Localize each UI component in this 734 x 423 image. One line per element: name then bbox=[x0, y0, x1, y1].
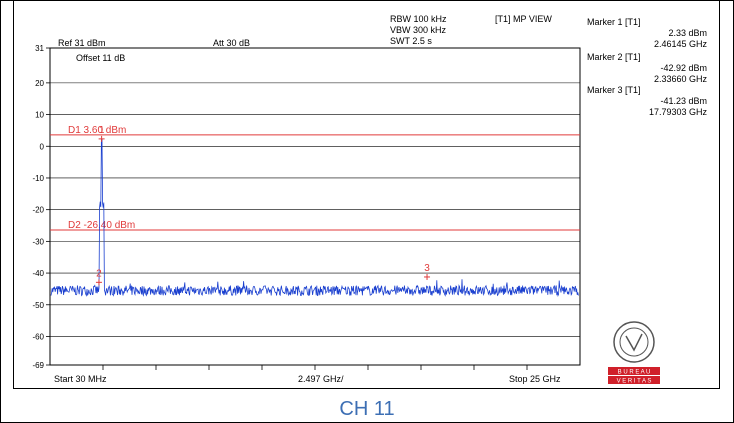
marker-1-title: Marker 1 [T1] bbox=[587, 17, 641, 27]
marker-2-title: Marker 2 [T1] bbox=[587, 52, 641, 62]
y-tick-label: -10 bbox=[32, 174, 44, 183]
chart-grid bbox=[49, 47, 581, 366]
marker-1: 1 bbox=[98, 125, 105, 142]
view-label: [T1] MP VIEW bbox=[495, 14, 552, 24]
display-line-label: D1 3.60 dBm bbox=[68, 125, 126, 136]
y-tick-label: -50 bbox=[32, 301, 44, 310]
y-tick-label: -40 bbox=[32, 269, 44, 278]
marker-3-title: Marker 3 [T1] bbox=[587, 85, 641, 95]
y-tick-label: -69 bbox=[32, 361, 44, 370]
logo-text-top: B U R E A U bbox=[618, 370, 651, 376]
marker-2: 2 bbox=[95, 268, 102, 286]
plot-border bbox=[49, 47, 581, 366]
bureau-veritas-logo: B U R E A U V E R I T A S bbox=[608, 321, 660, 385]
swt-label: SWT 2.5 s bbox=[390, 36, 432, 46]
display-lines: D1 3.60 dBm D2 -26.40 dBm bbox=[50, 125, 580, 231]
marker-label: 1 bbox=[99, 125, 105, 136]
ref-level-label: Ref 31 dBm bbox=[58, 38, 106, 48]
y-tick-label: 31 bbox=[35, 44, 44, 53]
vbw-label: VBW 300 kHz bbox=[390, 25, 447, 35]
logo-text-bottom: V E R I T A S bbox=[617, 379, 652, 385]
marker-points: 1 2 3 bbox=[95, 125, 430, 286]
marker-label: 2 bbox=[96, 268, 102, 279]
span-per-division-label: 2.497 GHz/ bbox=[298, 374, 344, 384]
marker-1-level: 2.33 dBm bbox=[668, 28, 707, 38]
stop-frequency-label: Stop 25 GHz bbox=[509, 374, 561, 384]
y-tick-label: 10 bbox=[35, 111, 44, 120]
marker-3-freq: 17.79303 GHz bbox=[648, 107, 707, 117]
y-tick-label: -30 bbox=[32, 237, 44, 246]
y-tick-label: -20 bbox=[32, 206, 44, 215]
marker-3: 3 bbox=[424, 263, 430, 280]
start-frequency-label: Start 30 MHz bbox=[54, 374, 107, 384]
channel-caption: CH 11 bbox=[339, 398, 395, 420]
rbw-label: RBW 100 kHz bbox=[390, 14, 447, 24]
x-axis bbox=[102, 365, 528, 370]
y-tick-label: 0 bbox=[40, 142, 45, 151]
offset-label: Offset 11 dB bbox=[76, 53, 126, 63]
y-tick-label: 20 bbox=[35, 79, 44, 88]
marker-1-freq: 2.46145 GHz bbox=[653, 39, 707, 49]
analyzer-panel bbox=[13, 1, 720, 389]
marker-2-level: -42.92 dBm bbox=[660, 63, 707, 73]
marker-2-freq: 2.33660 GHz bbox=[653, 74, 707, 84]
y-axis: 31 20 10 0 -10 -20 -30 -40 -50 -60 -69 bbox=[32, 44, 50, 370]
attenuation-label: Att 30 dB bbox=[213, 38, 251, 48]
spectrum-trace bbox=[50, 138, 579, 297]
y-tick-label: -60 bbox=[32, 332, 44, 341]
marker-3-level: -41.23 dBm bbox=[660, 96, 707, 106]
display-line-label: D2 -26.40 dBm bbox=[68, 220, 135, 231]
marker-label: 3 bbox=[424, 263, 430, 274]
